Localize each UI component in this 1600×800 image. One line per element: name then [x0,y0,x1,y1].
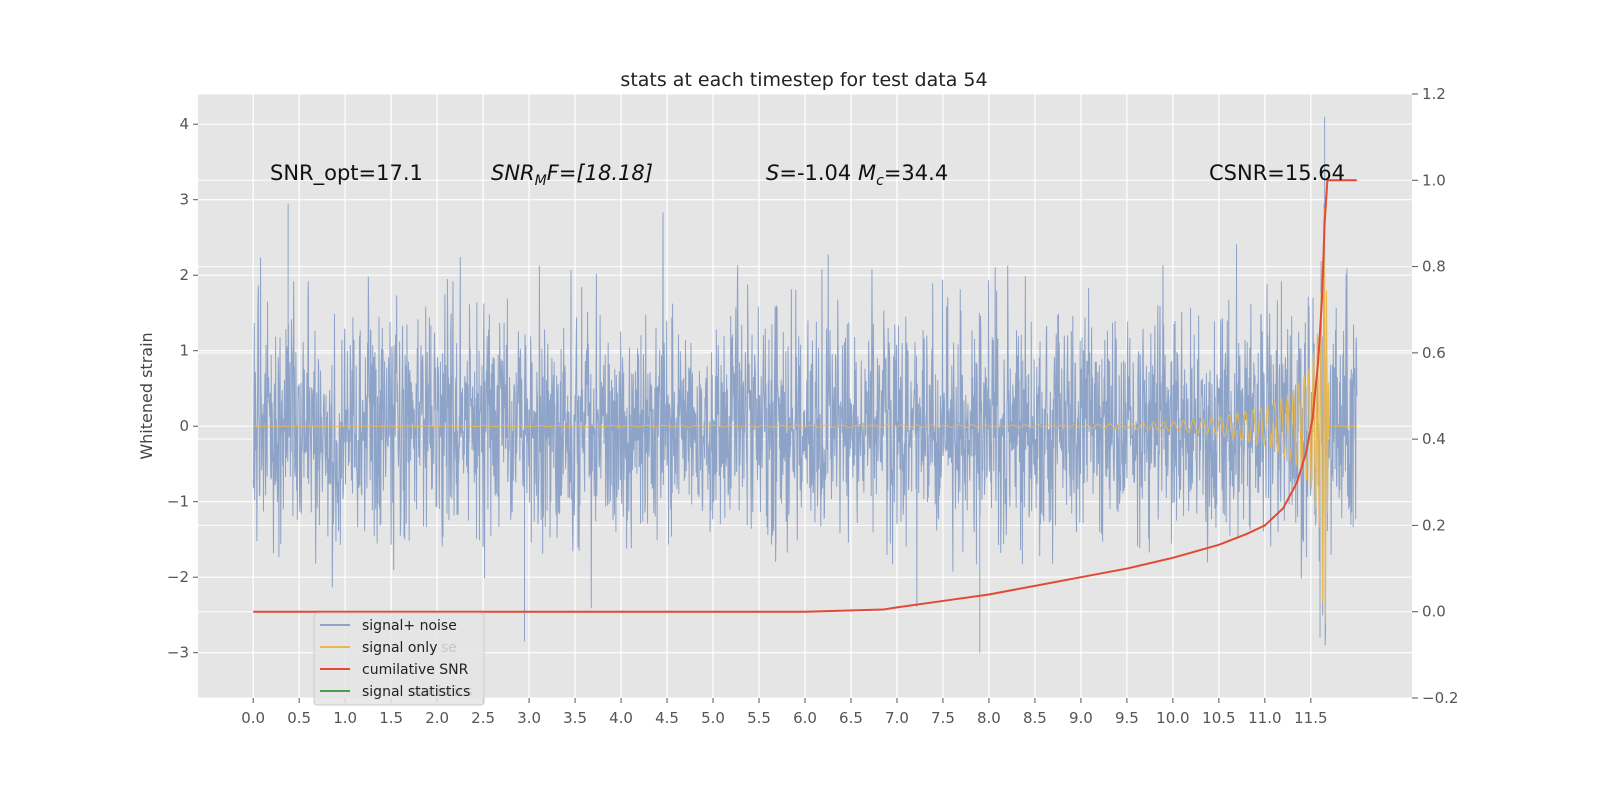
legend-label-signal-only: signal only [362,640,437,656]
y-tick-label: −2 [167,568,189,586]
legend-label-signal-noise: signal+ noise [362,618,457,634]
legend-ghost-text: statistics [410,684,472,700]
annotation-s: S=-1.04 [766,161,851,185]
legend-label-signal-statistics: signal statistics [362,684,470,700]
annotation-mc: Mc=34.4 [858,161,948,189]
y-tick-label: 2 [179,266,189,284]
x-tick-label: 0.5 [287,709,311,727]
y2-tick-label: −0.2 [1422,689,1458,707]
annotations: SNR_opt=17.1 SNRMF=[18.18] S=-1.04 Mc=34… [270,161,1345,189]
x-tick-label: 11.0 [1248,709,1281,727]
legend-ghost-text: se [441,640,457,656]
x-tick-label: 7.5 [931,709,955,727]
legend-box [313,612,485,706]
y2-tick-label: 1.2 [1422,85,1446,103]
y-tick-label: −1 [167,493,189,511]
x-tick-label: 0.0 [241,709,265,727]
x-tick-label: 9.5 [1115,709,1139,727]
legend: se statistics signal+ noise signal only … [313,612,485,706]
y-tick-label: 4 [179,115,189,133]
y-tick-label: 0 [179,417,189,435]
x-tick-label: 4.5 [655,709,679,727]
annotation-csnr: CSNR=15.64 [1209,161,1345,185]
y2-axis-ticks: −0.2 0.0 0.2 0.4 0.6 0.8 1.0 1.2 [1412,85,1458,707]
x-tick-label: 5.0 [701,709,725,727]
y2-tick-label: 0.4 [1422,430,1446,448]
series-signal-only [253,208,1357,624]
x-tick-label: 6.5 [839,709,863,727]
x-tick-label: 5.5 [747,709,771,727]
x-tick-label: 10.5 [1202,709,1235,727]
series-cumulative-snr [253,179,1357,613]
y-tick-label: 1 [179,342,189,360]
annotation-snr-mf: SNRMF=[18.18] [491,161,653,189]
x-tick-label: 6.0 [793,709,817,727]
y2-tick-label: 0.6 [1422,344,1446,362]
x-tick-label: 3.5 [563,709,587,727]
x-tick-label: 3.0 [517,709,541,727]
legend-label-cumulative-snr: cumilative SNR [362,662,469,678]
chart-title: stats at each timestep for test data 54 [620,69,987,91]
y2-tick-label: 1.0 [1422,171,1446,189]
x-tick-label: 1.0 [333,709,357,727]
y-axis-ticks: −3 −2 −1 0 1 2 3 4 [167,115,198,662]
x-tick-label: 10.0 [1156,709,1189,727]
y2-tick-label: 0.8 [1422,258,1446,276]
x-tick-label: 9.0 [1069,709,1093,727]
y-tick-label: −3 [167,644,189,662]
y-axis-label: Whitened strain [137,332,156,459]
annotation-snr-opt: SNR_opt=17.1 [270,161,423,186]
y-tick-label: 3 [179,191,189,209]
x-tick-label: 2.0 [425,709,449,727]
x-tick-label: 8.5 [1023,709,1047,727]
y2-tick-label: 0.2 [1422,516,1446,534]
x-axis-ticks: 0.0 0.5 1.0 1.5 2.0 2.5 3.0 3.5 4.0 4.5 5.0 5.5 6.0 6… [241,698,1328,727]
y2-tick-label: 0.0 [1422,603,1446,621]
x-tick-label: 2.5 [471,709,495,727]
x-tick-label: 4.0 [609,709,633,727]
x-tick-label: 7.0 [885,709,909,727]
x-tick-label: 11.5 [1294,709,1327,727]
x-tick-label: 1.5 [379,709,403,727]
x-tick-label: 8.0 [977,709,1001,727]
